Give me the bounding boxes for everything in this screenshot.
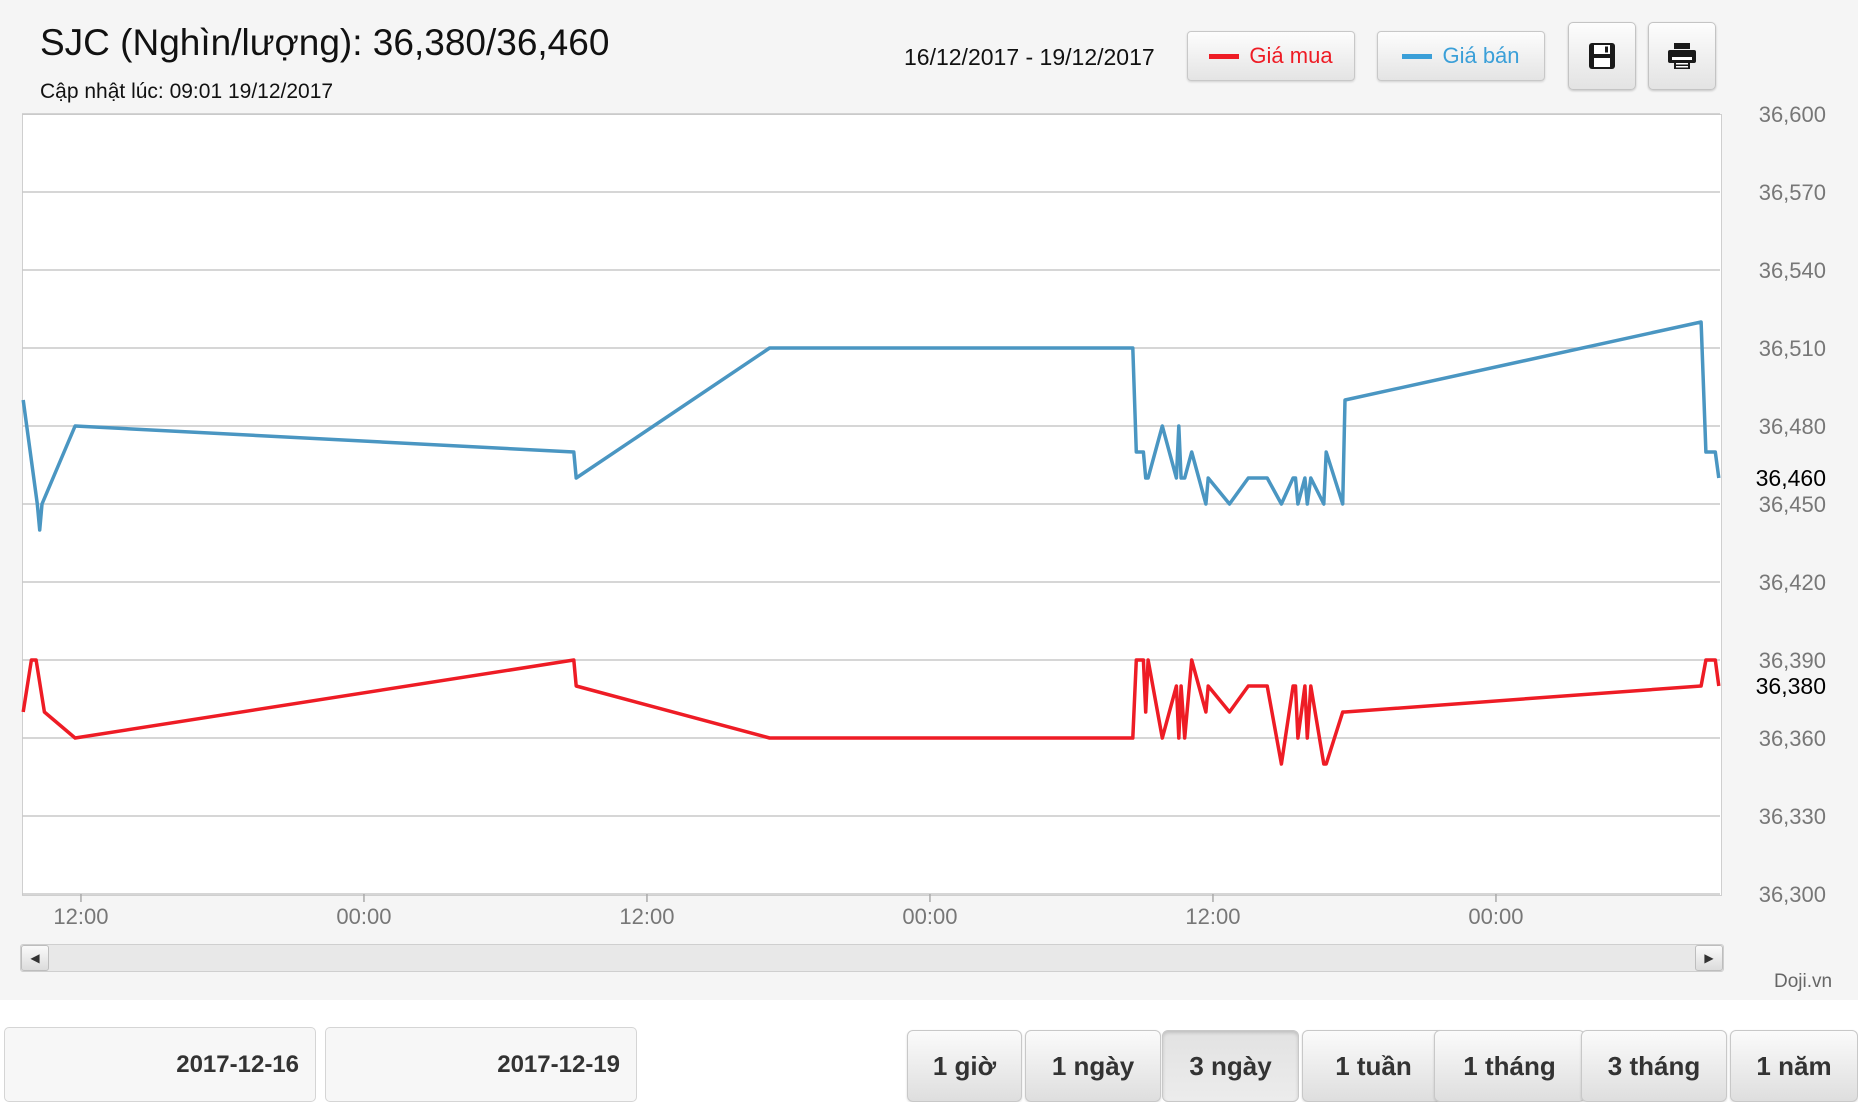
y-tick-label: 36,360 <box>1759 726 1826 751</box>
period-button[interactable]: 1 tuần <box>1302 1030 1445 1102</box>
x-tick-label: 12:00 <box>619 904 674 929</box>
period-button[interactable]: 1 năm <box>1730 1030 1858 1102</box>
scroll-left-button[interactable]: ◀ <box>21 945 49 971</box>
x-tick-label: 00:00 <box>902 904 957 929</box>
plot-area <box>22 114 1722 896</box>
legend-sell-button[interactable]: Giá bán <box>1377 31 1545 81</box>
legend-buy-label: Giá mua <box>1249 43 1333 68</box>
legend-buy-button[interactable]: Giá mua <box>1187 31 1355 81</box>
date-to-input[interactable]: 2017-12-19 <box>325 1027 637 1102</box>
x-tick-label: 00:00 <box>1468 904 1523 929</box>
y-tick-label: 36,450 <box>1759 492 1826 517</box>
y-tick-label: 36,300 <box>1759 882 1826 907</box>
print-button[interactable] <box>1648 22 1716 90</box>
x-tick-label: 00:00 <box>336 904 391 929</box>
y-tick-label: 36,480 <box>1759 414 1826 439</box>
printer-icon <box>1668 43 1696 69</box>
y-tick-label: 36,390 <box>1759 648 1826 673</box>
period-button[interactable]: 1 giờ <box>907 1030 1022 1102</box>
legend-sell-swatch <box>1402 53 1433 59</box>
sell-last-value-label: 36,460 <box>1756 465 1826 491</box>
scroll-right-button[interactable]: ▶ <box>1695 945 1723 971</box>
date-range-label: 16/12/2017 - 19/12/2017 <box>904 44 1155 70</box>
page-title: SJC (Nghìn/lượng): 36,380/36,460 <box>40 22 610 63</box>
price-chart: 36,30036,33036,36036,39036,42036,45036,4… <box>21 102 1826 929</box>
y-tick-label: 36,510 <box>1759 336 1826 361</box>
triangle-left-icon: ◀ <box>30 951 40 965</box>
y-tick-label: 36,540 <box>1759 258 1826 283</box>
buy-price-line <box>21 658 1721 766</box>
chart-scrollbar[interactable]: ◀ ▶ <box>20 944 1724 972</box>
floppy-disk-icon <box>1589 43 1615 69</box>
credit-label: Doji.vn <box>1774 971 1833 992</box>
buy-last-value-label: 36,380 <box>1756 673 1826 699</box>
period-button[interactable]: 1 ngày <box>1025 1030 1161 1102</box>
legend-buy-swatch <box>1209 53 1240 59</box>
date-from-input[interactable]: 2017-12-16 <box>4 1027 316 1102</box>
legend-sell-label: Giá bán <box>1442 43 1520 68</box>
y-tick-label: 36,330 <box>1759 804 1826 829</box>
update-time: Cập nhật lúc: 09:01 19/12/2017 <box>40 80 334 103</box>
save-button[interactable] <box>1568 22 1636 90</box>
sell-price-line <box>21 320 1721 532</box>
triangle-right-icon: ▶ <box>1704 951 1714 965</box>
y-tick-label: 36,420 <box>1759 570 1826 595</box>
y-tick-label: 36,570 <box>1759 180 1826 205</box>
period-button[interactable]: 3 ngày <box>1162 1030 1299 1102</box>
y-tick-label: 36,600 <box>1759 102 1826 127</box>
period-button[interactable]: 3 tháng <box>1581 1030 1727 1102</box>
x-tick-label: 12:00 <box>1185 904 1240 929</box>
x-tick-label: 12:00 <box>53 904 108 929</box>
period-button[interactable]: 1 tháng <box>1434 1030 1585 1102</box>
